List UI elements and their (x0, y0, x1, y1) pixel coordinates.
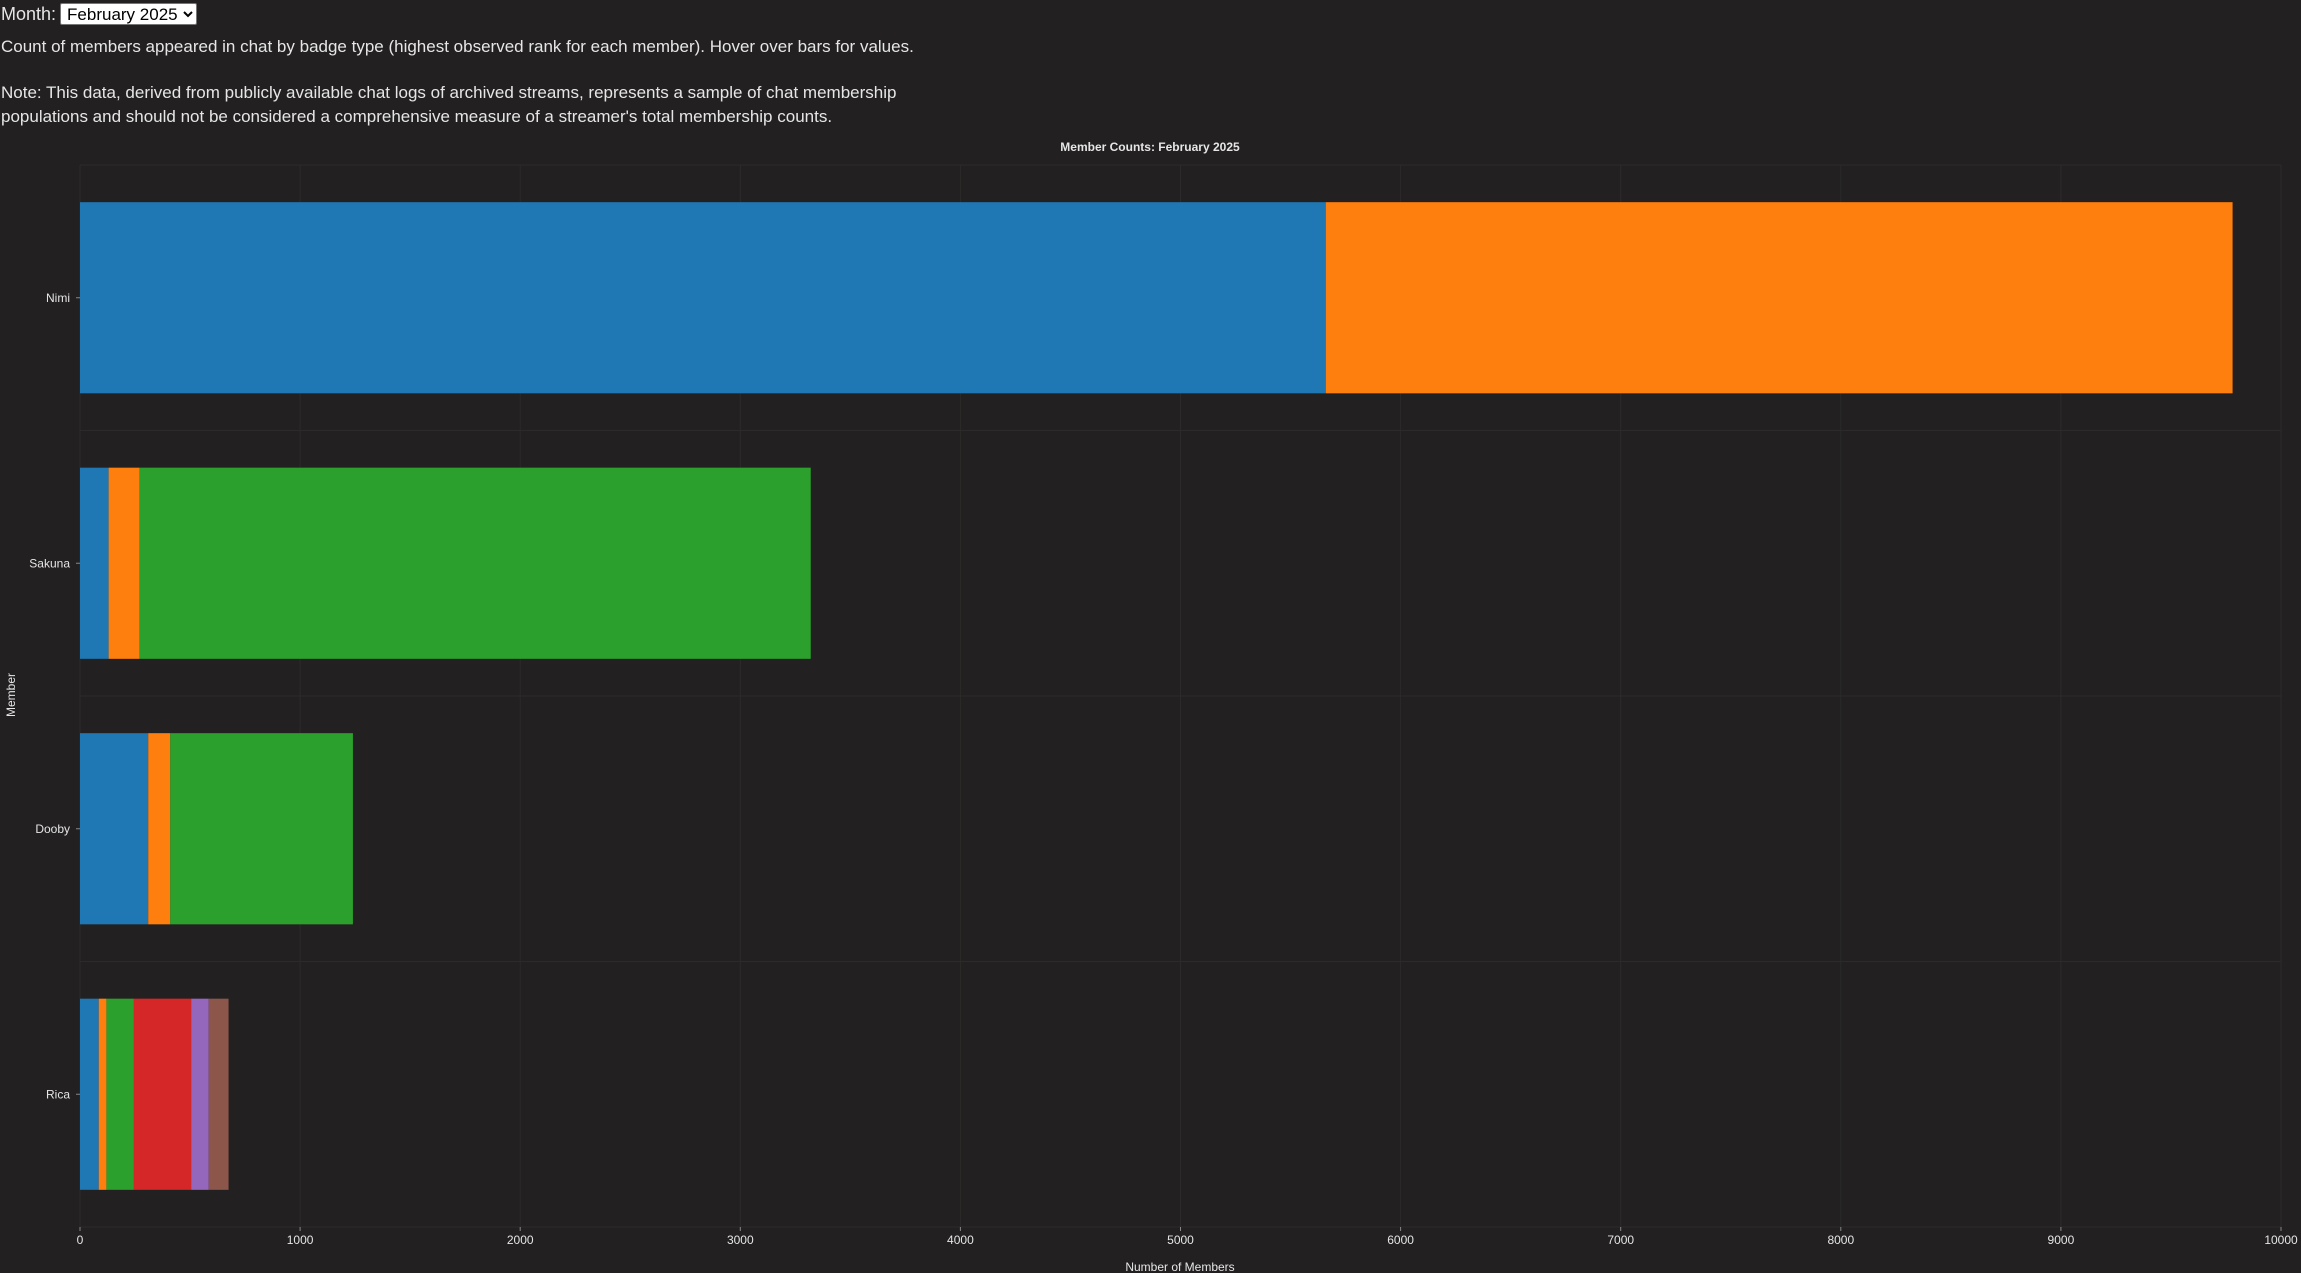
x-tick-label: 1000 (287, 1233, 314, 1247)
x-tick-label: 6000 (1387, 1233, 1414, 1247)
x-axis-ticks: 0 1000 2000 3000 4000 5000 6000 7000 8000 9000 100… (77, 1227, 2298, 1247)
month-select[interactable]: February 2025 (60, 3, 198, 25)
x-tick-label: 0 (77, 1233, 84, 1247)
x-tick-label: 10000 (2264, 1233, 2298, 1247)
bar-segment[interactable]: Rica: 80 (191, 998, 209, 1190)
bar-segment[interactable]: Sakuna: 3050 (139, 467, 811, 659)
y-tick-label: Dooby (35, 822, 70, 836)
bar-segment[interactable]: Rica: 125 (106, 998, 134, 1190)
bar-segment[interactable]: Sakuna: 140 (108, 467, 140, 659)
bar-segment[interactable]: Rica: 260 (133, 998, 192, 1190)
bar-segment[interactable]: Nimi: 4120 (1325, 202, 2233, 394)
chart-description: Count of members appeared in chat by bad… (1, 37, 914, 56)
bar-segment[interactable]: Rica: 85 (80, 998, 99, 1190)
x-tick-label: 8000 (1827, 1233, 1854, 1247)
month-label: Month: (1, 4, 57, 24)
y-axis-ticks: Nimi Sakuna Dooby Rica (29, 291, 80, 1101)
bar-segment[interactable]: Rica: 90 (208, 998, 229, 1190)
y-tick-label: Sakuna (29, 556, 70, 570)
y-tick-label: Nimi (46, 291, 70, 305)
bar-segment[interactable]: Dooby: 310 (80, 733, 149, 925)
x-tick-label: 4000 (947, 1233, 974, 1247)
y-tick-label: Rica (46, 1087, 70, 1101)
x-tick-label: 9000 (2048, 1233, 2075, 1247)
bars: Nimi: 5660Nimi: 4120 Sakuna: 130Sakuna: 1… (80, 202, 2233, 1190)
x-tick-label: 7000 (1607, 1233, 1634, 1247)
x-tick-label: 2000 (507, 1233, 534, 1247)
bar-segment[interactable]: Nimi: 5660 (80, 202, 1326, 394)
x-tick-label: 3000 (727, 1233, 754, 1247)
chart-title: Member Counts: February 2025 (1060, 140, 1240, 154)
bar-segment[interactable]: Dooby: 100 (148, 733, 171, 925)
bar-segment[interactable]: Rica: 35 (98, 998, 107, 1190)
month-control: Month: February 2025 (1, 3, 198, 25)
x-tick-label: 5000 (1167, 1233, 1194, 1247)
member-counts-chart: Member Counts: February 2025 Nimi: 5660N… (4, 140, 2298, 1273)
bar-segment[interactable]: Sakuna: 130 (80, 467, 109, 659)
data-note: Note: This data, derived from publicly a… (1, 83, 897, 126)
x-axis-title: Number of Members (1125, 1260, 1234, 1273)
y-axis-title: Member (4, 673, 18, 717)
bar-segment[interactable]: Dooby: 830 (170, 733, 353, 925)
